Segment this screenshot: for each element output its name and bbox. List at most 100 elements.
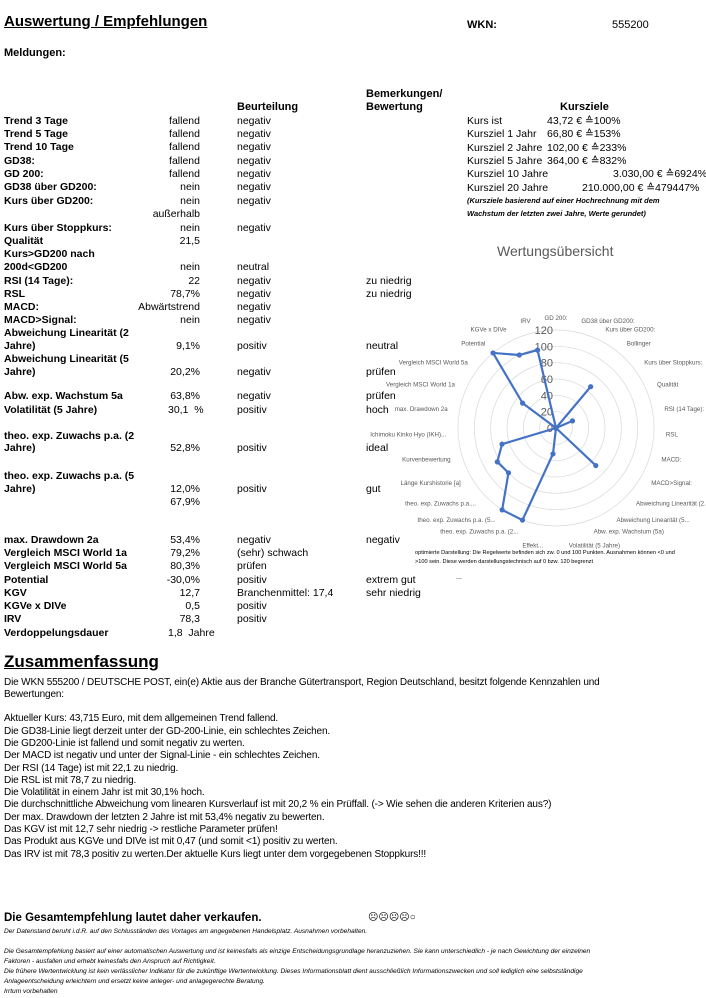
row-label: RSL <box>4 288 25 300</box>
row-rating: negativ <box>237 534 271 546</box>
price-targets-title: Kursziele <box>560 101 609 113</box>
row-label: Vergleich MSCI World 5a <box>4 560 127 572</box>
row-rating: negativ <box>237 155 271 167</box>
row-value: fallend <box>169 128 200 140</box>
table-row: 67,9% <box>0 496 460 509</box>
table-row: Kurs>GD200 nach <box>0 248 460 261</box>
radar-category-label: theo. exp. Zuwachs p.a.... <box>405 500 476 507</box>
row-rating: negativ <box>237 314 271 326</box>
row-label: IRV <box>4 613 22 625</box>
row-rating: negativ <box>237 128 271 140</box>
table-row: RSL 78,7% negativ zu niedrig <box>0 288 460 301</box>
price-target-value: 3.030,00 € ≙6924% <box>613 168 706 181</box>
row-label: RSI (14 Tage): <box>4 275 74 287</box>
radar-gridline <box>506 378 606 478</box>
radar-category-label: theo. exp. Zuwachs p.a. (5... <box>417 517 495 524</box>
row-label: Jahre) <box>4 366 36 378</box>
price-target-value: 102,00 € ≙233% <box>547 141 627 154</box>
row-label: Trend 10 Tage <box>4 141 74 153</box>
radar-category-label: KGVe x DIVe <box>471 327 508 334</box>
row-label: GD38 über GD200: <box>4 181 97 193</box>
radar-category-label: Bollinger <box>627 341 651 348</box>
table-row: RSI (14 Tage): 22 negativ zu niedrig <box>0 275 460 288</box>
row-remark: neutral <box>366 340 399 352</box>
radar-tick-label: 80 <box>541 358 553 370</box>
table-row: KGV 12,7 Branchenmittel: 17,4 sehr niedrig <box>0 587 460 600</box>
radar-gridline <box>490 362 622 494</box>
radar-category-label: Effekt... <box>522 542 543 549</box>
radar-category-label: Länge Kurshistorie [a] <box>401 480 461 487</box>
row-label: Trend 5 Tage <box>4 128 68 140</box>
disclaimer-line: Die frühere Wertentwicklung ist kein ver… <box>4 968 583 975</box>
table-row: Abweichung Linearität (5 <box>0 353 460 366</box>
radar-category-label: MACD>Signal: <box>651 480 692 487</box>
radar-data-point <box>569 418 576 424</box>
row-label: Jahre) <box>4 483 36 495</box>
disclaimer-line: Faktoren - ausfallen und erhebt keinesfa… <box>4 958 216 965</box>
row-value: 30,1 % <box>168 404 204 416</box>
row-rating: negativ <box>237 366 271 378</box>
row-value: 0,5 <box>185 600 200 612</box>
row-rating: (sehr) schwach <box>237 547 309 559</box>
row-rating: positiv <box>237 442 267 454</box>
radar-category-label: RSL <box>666 431 679 438</box>
row-rating: negativ <box>237 301 271 313</box>
radar-data-point <box>499 507 505 513</box>
row-label: Verdoppelungsdauer <box>4 627 109 639</box>
table-row: Potential -30,0% positiv extrem gut <box>0 574 460 587</box>
radar-category-label: Kurs über GD200: <box>605 327 655 334</box>
row-value: fallend <box>169 155 200 167</box>
ellipsis: ... <box>456 574 462 581</box>
row-label: Potential <box>4 574 49 586</box>
row-label: Jahre) <box>4 340 36 352</box>
price-target-row: Kursziel 1 Jahr 66,80 € ≙153% <box>467 128 706 141</box>
radar-category-label: Volatilität (5 Jahre) <box>569 542 620 549</box>
row-rating: Branchenmittel: 17,4 <box>237 587 334 599</box>
radar-data-point <box>519 400 526 406</box>
rating-column-header: Beurteilung <box>237 101 299 113</box>
table-row: GD38: fallend negativ <box>0 155 460 168</box>
remarks-column-header-2: Bewertung <box>366 101 423 113</box>
radar-data-point <box>519 517 526 523</box>
table-row: Kurs über GD200: nein negativ <box>0 195 460 208</box>
table-row: Jahre) 52,8% positiv ideal <box>0 442 460 455</box>
radar-gridline <box>539 411 573 445</box>
summary-line: Die Volatilität in einem Jahr ist mit 30… <box>4 787 205 798</box>
radar-gridline <box>522 394 590 462</box>
disclaimer-line: Die Gesamtempfehlung basiert auf einer a… <box>4 948 591 955</box>
row-remark: ideal <box>366 442 389 454</box>
row-value: 52,8% <box>170 442 200 454</box>
row-value: 63,8% <box>170 390 200 402</box>
disclaimer-line: Anlageentscheidung erleichtern und erset… <box>4 978 265 985</box>
row-remark: zu niedrig <box>366 275 412 287</box>
price-target-label: Kursziel 2 Jahre <box>467 141 543 154</box>
row-rating: negativ <box>237 222 271 234</box>
row-rating: positiv <box>237 613 267 625</box>
summary-line: Aktueller Kurs: 43,715 Euro, mit dem all… <box>4 713 279 724</box>
row-rating: negativ <box>237 168 271 180</box>
table-row: Jahre) 20,2% negativ prüfen <box>0 366 460 379</box>
radar-data-point <box>550 451 556 457</box>
radar-category-label: Potential <box>461 341 485 348</box>
page-title: Auswertung / Empfehlungen <box>4 13 208 30</box>
radar-data-point <box>516 352 522 358</box>
table-row: MACD: Abwärtstrend negativ <box>0 301 460 314</box>
table-row: Kurs über Stoppkurs: nein negativ <box>0 222 460 235</box>
row-label: 200d<GD200 <box>4 261 68 273</box>
row-remark: hoch <box>366 404 389 416</box>
recommendation-text: Die Gesamtempfehlung lautet daher verkau… <box>4 912 262 924</box>
row-rating: prüfen <box>237 560 267 572</box>
row-remark: extrem gut <box>366 574 416 586</box>
radar-gridline <box>473 345 639 511</box>
row-value: nein <box>180 314 200 326</box>
row-label: KGVe x DIVe <box>4 600 67 612</box>
price-target-value: 43,72 € ≙100% <box>547 115 621 127</box>
summary-line: Die GD38-Linie liegt derzeit unter der G… <box>4 726 330 737</box>
radar-category-label: Abweichung Linearität (2... <box>636 500 706 507</box>
table-row: außerhalb <box>0 208 460 221</box>
row-value: 78,3 <box>179 613 200 625</box>
summary-line: Das Produkt aus KGVe und DIVe ist mit 0,… <box>4 836 338 847</box>
row-value: 22 <box>188 275 200 287</box>
row-label: Qualität <box>4 235 44 247</box>
